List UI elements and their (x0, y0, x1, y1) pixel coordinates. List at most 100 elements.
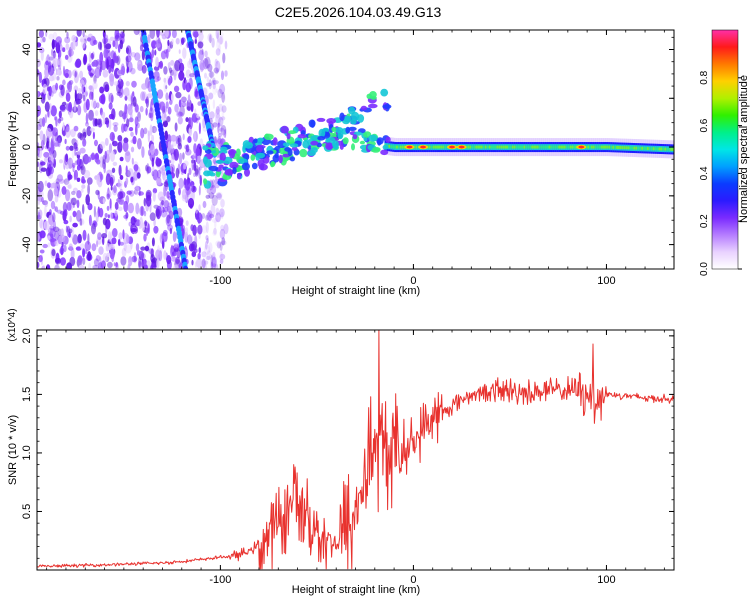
track-blob (360, 105, 368, 111)
noise-blob (69, 215, 72, 223)
noise-blob (82, 128, 87, 140)
noise-blob (205, 255, 211, 261)
track-hotspot (420, 145, 427, 149)
noise-blob (47, 182, 51, 189)
track-peak (509, 145, 514, 149)
track-peak (519, 145, 523, 149)
noise-blob (72, 234, 79, 245)
noise-blob (85, 194, 90, 206)
noise-blob (177, 207, 183, 218)
noise-blob (200, 264, 208, 269)
noise-blob (65, 145, 70, 151)
noise-blob (89, 127, 95, 132)
noise-blob (151, 40, 157, 49)
noise-blob (66, 82, 71, 90)
noise-blob (127, 168, 134, 178)
track-peak (479, 145, 483, 149)
noise-blob (96, 174, 101, 186)
noise-blob (49, 228, 56, 239)
noise-blob (108, 102, 113, 110)
noise-blob (59, 159, 63, 164)
noise-blob (102, 252, 108, 263)
colorbar-ticks: 0.0 0.2 0.4 0.6 0.8 (699, 70, 742, 276)
noise-blob (73, 39, 76, 51)
noise-blob (73, 125, 79, 132)
track-peak (475, 145, 479, 149)
noise-blob (47, 163, 52, 176)
track-peak (631, 146, 635, 150)
noise-blob (106, 193, 111, 200)
chart-title: C2E5.2026.104.03.49.G13 (275, 4, 442, 20)
noise-blob (134, 116, 139, 127)
noise-blob (87, 183, 90, 196)
noise-blob (194, 234, 198, 246)
noise-blob (149, 124, 153, 136)
noise-blob (192, 185, 196, 192)
noise-blob (219, 258, 224, 264)
noise-blob (63, 244, 67, 253)
track-blob (376, 137, 384, 145)
noise-blob (167, 224, 173, 231)
noise-blob (169, 69, 175, 76)
noise-blob (52, 212, 56, 223)
noise-blob (175, 256, 181, 264)
noise-blob (37, 180, 44, 193)
noise-blob (184, 178, 191, 191)
track-peak (550, 145, 554, 149)
spectrogram-x-ticks: -100 0 100 (46, 30, 665, 287)
noise-blob (84, 240, 92, 252)
noise-blob (65, 92, 71, 103)
track-peak (596, 145, 601, 149)
noise-blob (184, 79, 188, 84)
noise-blob (194, 168, 199, 177)
noise-blob (173, 85, 180, 93)
noise-blob (99, 51, 104, 64)
noise-blob (212, 99, 216, 109)
noise-blob (178, 70, 185, 81)
noise-blob (106, 121, 109, 128)
noise-blob (43, 93, 46, 99)
noise-blob (153, 148, 159, 157)
noise-blob (141, 260, 147, 269)
noise-blob (65, 126, 71, 138)
noise-blob (44, 180, 48, 187)
noise-blob (196, 212, 203, 224)
noise-blob (63, 209, 68, 218)
noise-blob (77, 132, 82, 139)
noise-blob (173, 72, 177, 81)
noise-blob (38, 211, 41, 218)
noise-blob (93, 258, 100, 267)
noise-blob (191, 251, 197, 258)
noise-blob (206, 250, 211, 261)
noise-blob (134, 189, 138, 195)
noise-blob (83, 92, 87, 104)
noise-blob (215, 48, 221, 56)
noise-blob (117, 179, 123, 190)
noise-blob (176, 111, 183, 118)
track-blob (368, 103, 378, 109)
noise-blob (167, 62, 171, 67)
noise-blob (101, 111, 106, 119)
track-blob (236, 173, 242, 180)
noise-blob (219, 253, 226, 260)
track-peak (390, 145, 394, 149)
track-blob (203, 156, 208, 165)
noise-blob (198, 166, 202, 171)
noise-blob (119, 175, 124, 180)
noise-blob (72, 222, 78, 228)
track-blob (368, 134, 378, 142)
noise-blob (100, 260, 106, 269)
noise-blob (165, 48, 169, 59)
noise-blob (112, 140, 118, 147)
noise-blob (108, 143, 113, 154)
noise-blob (126, 234, 130, 244)
track-blob (339, 144, 344, 150)
noise-blob (173, 148, 179, 161)
noise-blob (182, 47, 187, 59)
noise-blob (182, 133, 185, 141)
noise-blob (198, 166, 201, 179)
noise-blob (151, 237, 155, 247)
noise-blob (213, 157, 216, 165)
track-blob (206, 170, 214, 176)
track-blob (385, 136, 391, 143)
